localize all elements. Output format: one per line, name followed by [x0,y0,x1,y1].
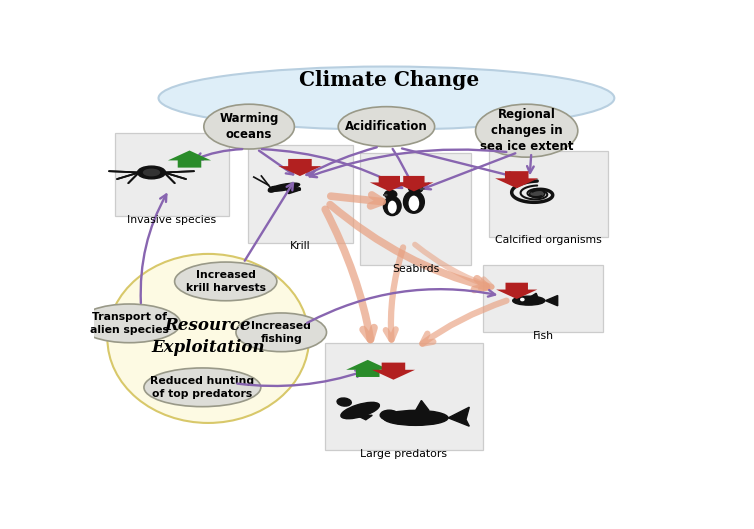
FancyBboxPatch shape [489,151,608,236]
Ellipse shape [385,190,397,198]
Text: Regional
changes in
sea ice extent: Regional changes in sea ice extent [480,108,574,153]
Ellipse shape [143,169,160,176]
Ellipse shape [137,166,166,179]
Polygon shape [420,188,425,190]
Ellipse shape [337,398,351,406]
Text: Climate Change: Climate Change [299,70,480,90]
Text: Warming
oceans: Warming oceans [219,112,279,141]
Polygon shape [383,194,387,196]
Polygon shape [346,360,389,377]
Text: Invasive species: Invasive species [127,215,216,225]
Polygon shape [530,293,538,297]
Text: Increased
fishing: Increased fishing [251,321,311,343]
FancyBboxPatch shape [248,145,353,243]
FancyBboxPatch shape [483,265,602,332]
FancyBboxPatch shape [115,133,228,216]
Ellipse shape [268,183,299,191]
Ellipse shape [78,304,180,343]
Text: Seabirds: Seabirds [392,264,440,274]
Text: Resource
Exploitation: Resource Exploitation [152,317,265,356]
Ellipse shape [383,411,448,425]
Polygon shape [545,296,558,306]
Ellipse shape [409,184,423,193]
Text: Reduced hunting
of top predators: Reduced hunting of top predators [150,376,254,398]
Ellipse shape [204,104,294,149]
Ellipse shape [513,296,545,305]
Ellipse shape [476,104,578,157]
Ellipse shape [175,262,277,301]
Ellipse shape [341,403,379,419]
Ellipse shape [403,191,425,213]
Text: Fish: Fish [532,331,553,341]
Ellipse shape [107,254,309,423]
Text: Increased
krill harvests: Increased krill harvests [185,270,265,293]
Ellipse shape [529,190,545,198]
Polygon shape [168,151,211,168]
Polygon shape [415,400,429,411]
Ellipse shape [521,298,524,300]
Ellipse shape [236,313,326,352]
Polygon shape [372,362,415,380]
Ellipse shape [268,187,277,192]
Text: Large predators: Large predators [360,449,447,459]
Ellipse shape [409,196,419,211]
Polygon shape [278,159,321,176]
Ellipse shape [384,197,401,215]
Polygon shape [496,282,538,299]
FancyBboxPatch shape [360,153,471,265]
Ellipse shape [380,410,398,420]
Polygon shape [495,171,538,188]
Ellipse shape [144,368,261,407]
Ellipse shape [339,107,434,147]
Polygon shape [357,415,372,420]
Ellipse shape [388,200,397,214]
Polygon shape [448,407,469,426]
Text: Calcified organisms: Calcified organisms [495,235,602,245]
Polygon shape [369,176,409,191]
FancyBboxPatch shape [325,342,483,451]
Ellipse shape [158,67,615,130]
Polygon shape [394,176,434,191]
Text: Krill: Krill [290,241,311,251]
Text: Transport of
alien species: Transport of alien species [90,312,169,334]
Text: Acidification: Acidification [345,120,428,133]
